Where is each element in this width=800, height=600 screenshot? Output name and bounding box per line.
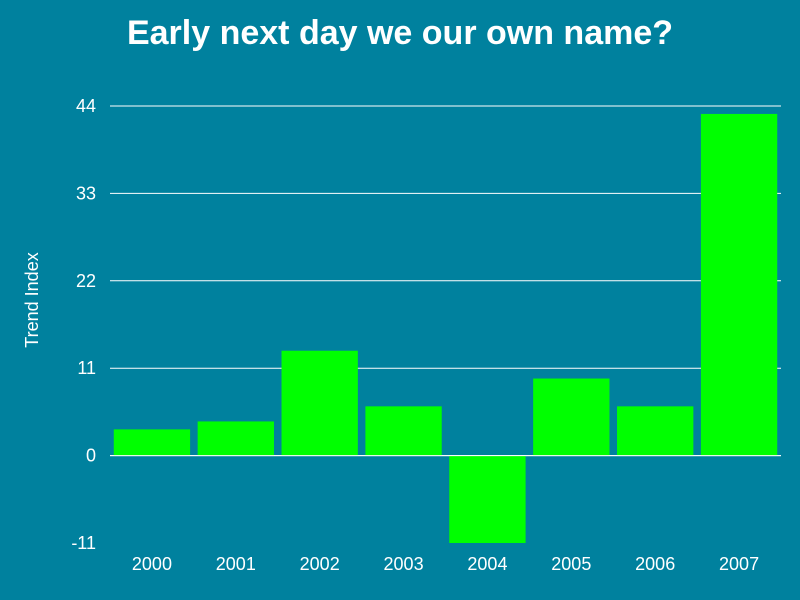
y-tick-label: -11: [71, 533, 96, 553]
x-tick-label: 2002: [300, 554, 340, 574]
bar-2001: [197, 421, 274, 456]
y-axis-ticks: -11 0 11 22 33 44: [71, 96, 96, 553]
y-axis-title: Trend Index: [22, 252, 42, 347]
bar-2000: [113, 429, 191, 456]
x-tick-label: 2003: [384, 554, 424, 574]
x-tick-label: 2000: [132, 554, 172, 574]
bar-2006: [617, 406, 694, 456]
x-tick-label: 2004: [467, 554, 507, 574]
y-tick-label: 0: [86, 446, 96, 466]
bar-2007: [700, 113, 778, 456]
bar-2005: [533, 378, 610, 456]
x-tick-label: 2001: [216, 554, 256, 574]
bars: [110, 113, 781, 543]
y-tick-label: 22: [76, 271, 96, 291]
gridlines: [110, 105, 781, 457]
x-tick-label: 2007: [719, 554, 759, 574]
y-tick-label: 44: [76, 96, 96, 116]
x-axis-ticks: 2000 2001 2002 2003 2004 2005 2006 2007: [132, 554, 759, 574]
y-tick-label: 33: [76, 183, 96, 203]
x-tick-label: 2005: [551, 554, 591, 574]
chart-title: Early next day we our own name?: [126, 14, 674, 52]
y-tick-label: 11: [77, 358, 96, 378]
bar-2002: [281, 350, 358, 456]
bar-2004: [449, 455, 526, 543]
x-tick-label: 2006: [635, 554, 675, 574]
bar-2003: [365, 406, 442, 456]
